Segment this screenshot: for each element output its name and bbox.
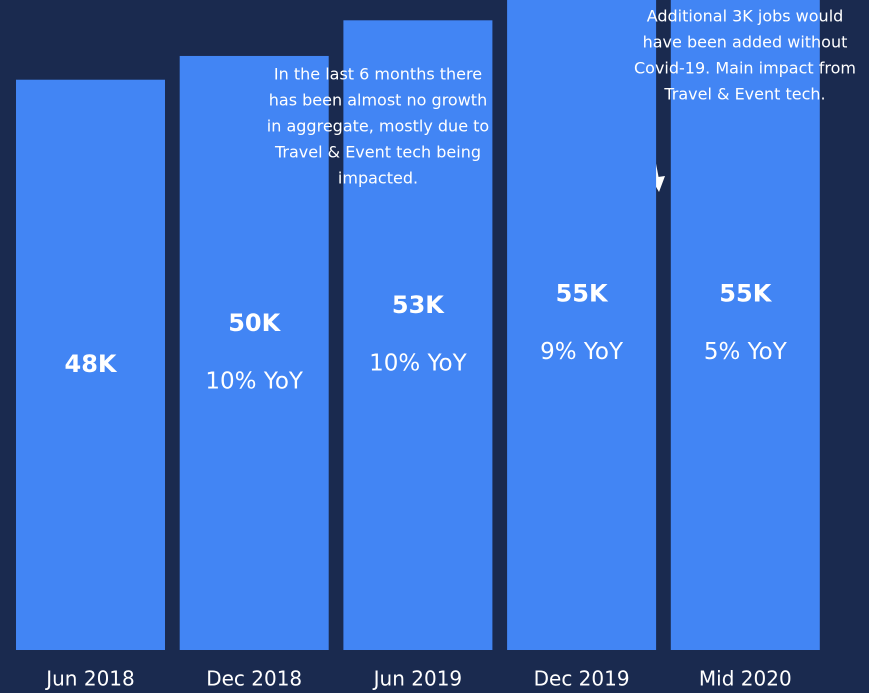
x-tick-label: Jun 2019: [372, 667, 463, 691]
bar: [16, 79, 165, 650]
yoy-label: 10% YoY: [205, 368, 303, 394]
x-tick-label: Dec 2019: [534, 667, 630, 691]
yoy-label: 10% YoY: [369, 351, 467, 377]
annotation: has been almost no growth: [269, 91, 487, 110]
annotation: Travel & Event tech being: [274, 143, 481, 162]
x-tick-label: Jun 2018: [44, 667, 135, 691]
value-label: 55K: [556, 279, 609, 307]
annotation: in aggregate, mostly due to: [267, 117, 489, 136]
value-label: 50K: [228, 309, 281, 337]
yoy-label: 5% YoY: [704, 339, 788, 365]
bar: [343, 20, 493, 651]
bar: [179, 55, 329, 650]
value-label: 53K: [392, 291, 445, 319]
x-tick-label: Dec 2018: [206, 667, 302, 691]
annotation: have been added without: [643, 33, 848, 52]
annotation: impacted.: [338, 169, 418, 188]
value-label: 48K: [65, 350, 118, 378]
value-label: 55K: [719, 279, 772, 307]
annotation: Covid-19. Main impact from: [634, 59, 856, 78]
x-tick-label: Mid 2020: [699, 667, 792, 691]
bar: [670, 0, 820, 651]
annotation: Additional 3K jobs would: [647, 7, 844, 26]
yoy-label: 9% YoY: [540, 339, 624, 365]
bar: [507, 0, 657, 651]
annotation: Travel & Event tech.: [663, 85, 825, 104]
annotation: In the last 6 months there: [274, 65, 482, 84]
